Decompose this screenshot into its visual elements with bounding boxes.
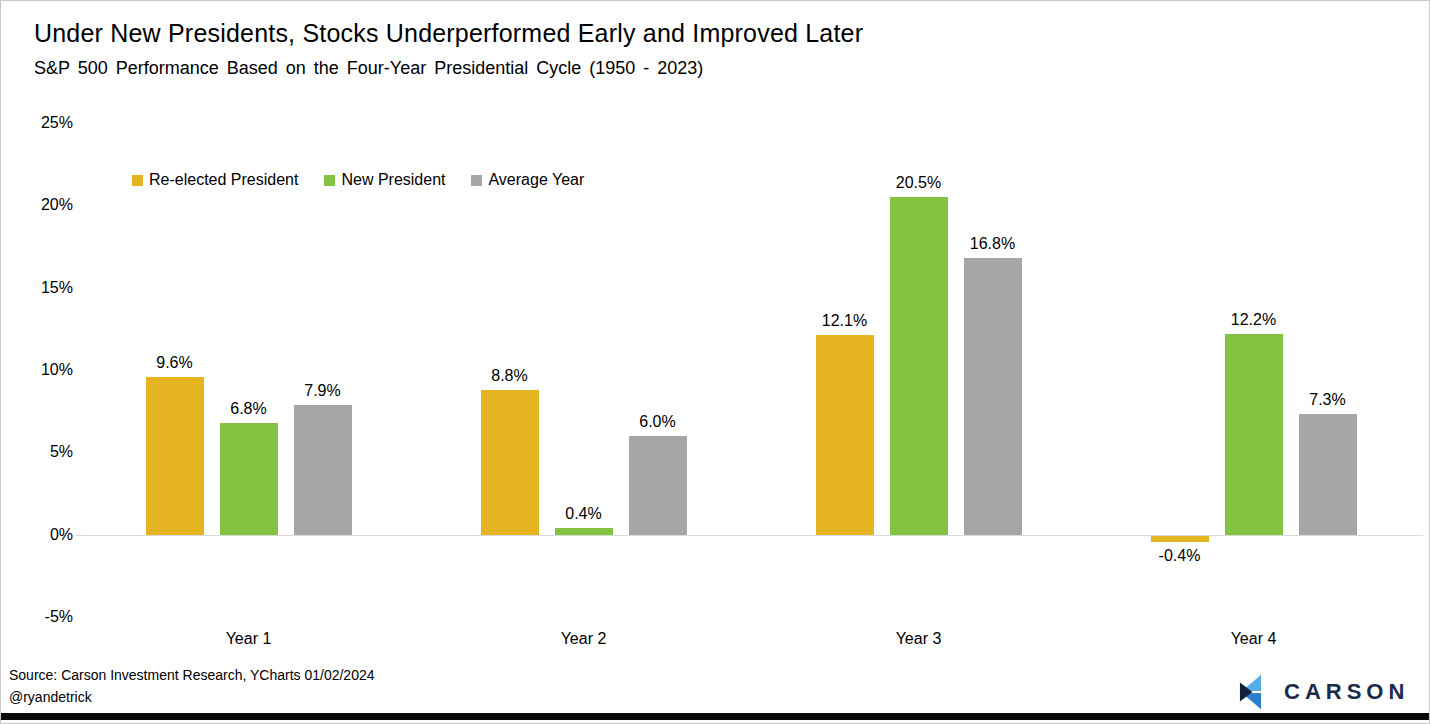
bar-value-label: 6.0%: [613, 413, 703, 430]
bar-value-label: 7.9%: [278, 382, 368, 399]
legend-item: New President: [324, 171, 445, 189]
x-axis-category-label: Year 2: [514, 630, 654, 648]
carson-chevron-icon: [1239, 673, 1262, 711]
bar-value-label: 20.5%: [874, 174, 964, 191]
source-text: Source: Carson Investment Research, YCha…: [9, 667, 375, 683]
legend-item: Re-elected President: [132, 171, 298, 189]
bar-value-label: 8.8%: [465, 367, 555, 384]
legend-marker-swatch: [324, 175, 335, 186]
bar: [1225, 334, 1283, 535]
bar-value-label: 9.6%: [130, 354, 220, 371]
author-handle: @ryandetrick: [9, 689, 92, 705]
bar: [146, 377, 204, 535]
legend-label: Re-elected President: [149, 171, 298, 189]
y-axis-tick-label: 15%: [1, 280, 73, 296]
y-axis-tick-label: 0%: [1, 527, 73, 543]
bar: [890, 197, 948, 535]
y-axis-tick-label: 10%: [1, 362, 73, 378]
y-axis-tick-label: 20%: [1, 197, 73, 213]
bar-value-label: 0.4%: [539, 505, 629, 522]
bar: [816, 335, 874, 534]
bar: [220, 423, 278, 535]
y-axis-tick-label: 5%: [1, 444, 73, 460]
bar-value-label: 12.1%: [800, 312, 890, 329]
bottom-black-bar: [1, 713, 1429, 720]
x-axis-category-label: Year 1: [179, 630, 319, 648]
chart-legend: Re-elected President New President Average…: [132, 171, 610, 189]
y-axis-tick-label: 25%: [1, 115, 73, 131]
bar: [555, 528, 613, 535]
legend-item: Average Year: [471, 171, 584, 189]
bar: [294, 405, 352, 535]
bar-value-label: 12.2%: [1209, 311, 1299, 328]
bar: [629, 436, 687, 535]
legend-label: Average Year: [488, 171, 584, 189]
bar: [481, 390, 539, 535]
chart-title: Under New Presidents, Stocks Underperfor…: [34, 19, 863, 48]
x-axis-category-label: Year 3: [849, 630, 989, 648]
bar-value-label: 16.8%: [948, 235, 1038, 252]
x-axis-category-label: Year 4: [1184, 630, 1324, 648]
bar: [964, 258, 1022, 535]
chart-subtitle: S&P 500 Performance Based on the Four-Ye…: [34, 58, 703, 79]
bar-value-label: 7.3%: [1283, 391, 1373, 408]
legend-marker-swatch: [471, 175, 482, 186]
carson-logo: CARSON: [1239, 673, 1409, 711]
bar: [1299, 414, 1357, 534]
bar-value-label: 6.8%: [204, 400, 294, 417]
bar: [1151, 536, 1209, 543]
bar-value-label: -0.4%: [1135, 547, 1225, 564]
y-axis-tick-label: -5%: [1, 609, 73, 625]
legend-label: New President: [341, 171, 445, 189]
zero-axis-line: [76, 535, 1423, 536]
carson-logo-text: CARSON: [1284, 679, 1409, 705]
legend-marker-swatch: [132, 175, 143, 186]
chart-canvas: Under New Presidents, Stocks Underperfor…: [0, 0, 1430, 724]
